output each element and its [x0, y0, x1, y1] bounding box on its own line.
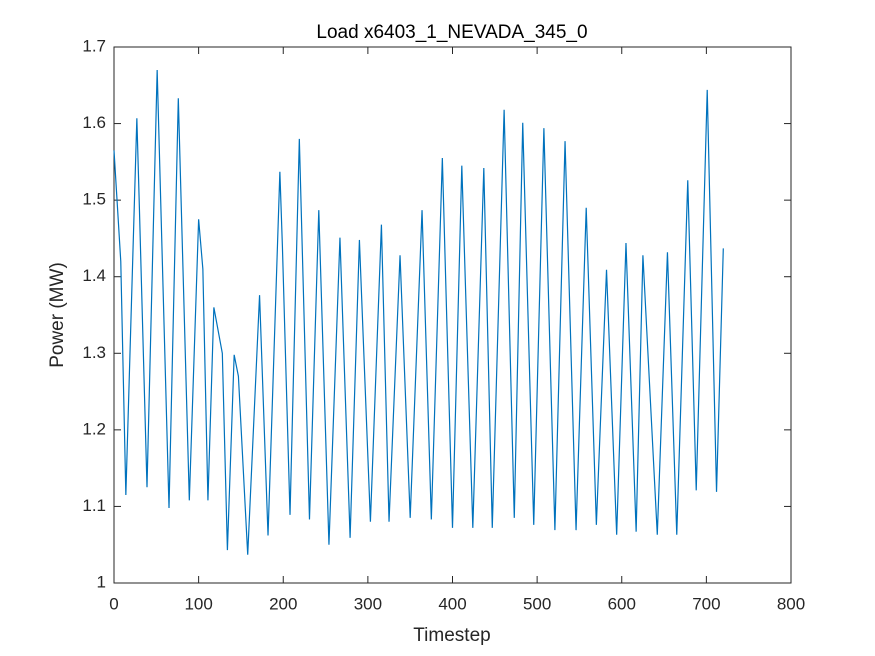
x-tick-label: 500 [523, 594, 551, 613]
x-tick-label: 700 [692, 594, 720, 613]
y-tick-label: 1.4 [82, 266, 106, 285]
x-axis-label: Timestep [413, 625, 490, 646]
x-tick-label: 800 [777, 594, 805, 613]
x-tick-label: 0 [109, 594, 118, 613]
y-tick-label: 1.3 [82, 343, 106, 362]
x-tick-label: 600 [608, 594, 636, 613]
x-tick-label: 400 [438, 594, 466, 613]
chart-title: Load x6403_1_NEVADA_345_0 [316, 22, 587, 43]
y-tick-label: 1.5 [82, 190, 106, 209]
x-tick-label: 300 [354, 594, 382, 613]
y-tick-label: 1.7 [82, 36, 106, 55]
y-tick-label: 1.6 [82, 113, 106, 132]
x-tick-label: 100 [184, 594, 212, 613]
y-tick-label: 1.2 [82, 419, 106, 438]
y-tick-label: 1 [97, 572, 106, 591]
y-axis-label: Power (MW) [47, 262, 68, 368]
data-line [113, 69, 724, 555]
x-tick-label: 200 [269, 594, 297, 613]
plot-frame [113, 46, 792, 584]
y-tick-label: 1.1 [82, 496, 106, 515]
